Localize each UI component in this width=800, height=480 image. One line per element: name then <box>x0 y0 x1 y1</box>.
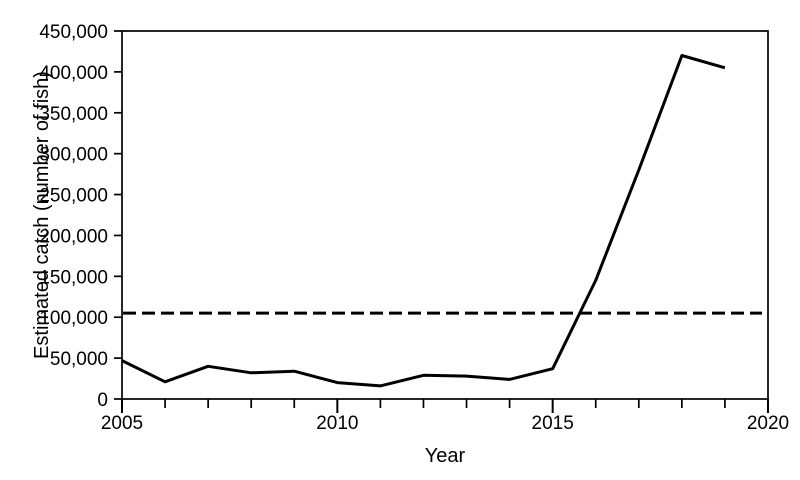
x-axis-title: Year <box>425 445 466 467</box>
y-tick-label: 100,000 <box>39 308 108 329</box>
x-tick-label: 2010 <box>316 413 358 434</box>
plot-frame <box>121 30 769 400</box>
x-tick-label: 2005 <box>101 413 143 434</box>
y-tick-label: 200,000 <box>39 226 108 247</box>
y-tick-label: 0 <box>97 390 108 411</box>
x-tick-label: 2020 <box>747 413 789 434</box>
x-tick-label: 2015 <box>532 413 574 434</box>
y-tick-label: 300,000 <box>39 145 108 166</box>
y-tick-label: 450,000 <box>39 22 108 43</box>
y-tick-label: 350,000 <box>39 104 108 125</box>
y-tick-label: 250,000 <box>39 186 108 207</box>
y-tick-label: 50,000 <box>50 349 108 370</box>
y-tick-label: 400,000 <box>39 63 108 84</box>
series-line-estimated-catch <box>121 54 726 388</box>
y-axis-title: Estimated catch (number of fish) <box>31 71 53 359</box>
plot-area: 2005 2010 2015 2020 0 50,000 100,000 150,000 200… <box>39 22 789 434</box>
y-tick-label: 150,000 <box>39 267 108 288</box>
